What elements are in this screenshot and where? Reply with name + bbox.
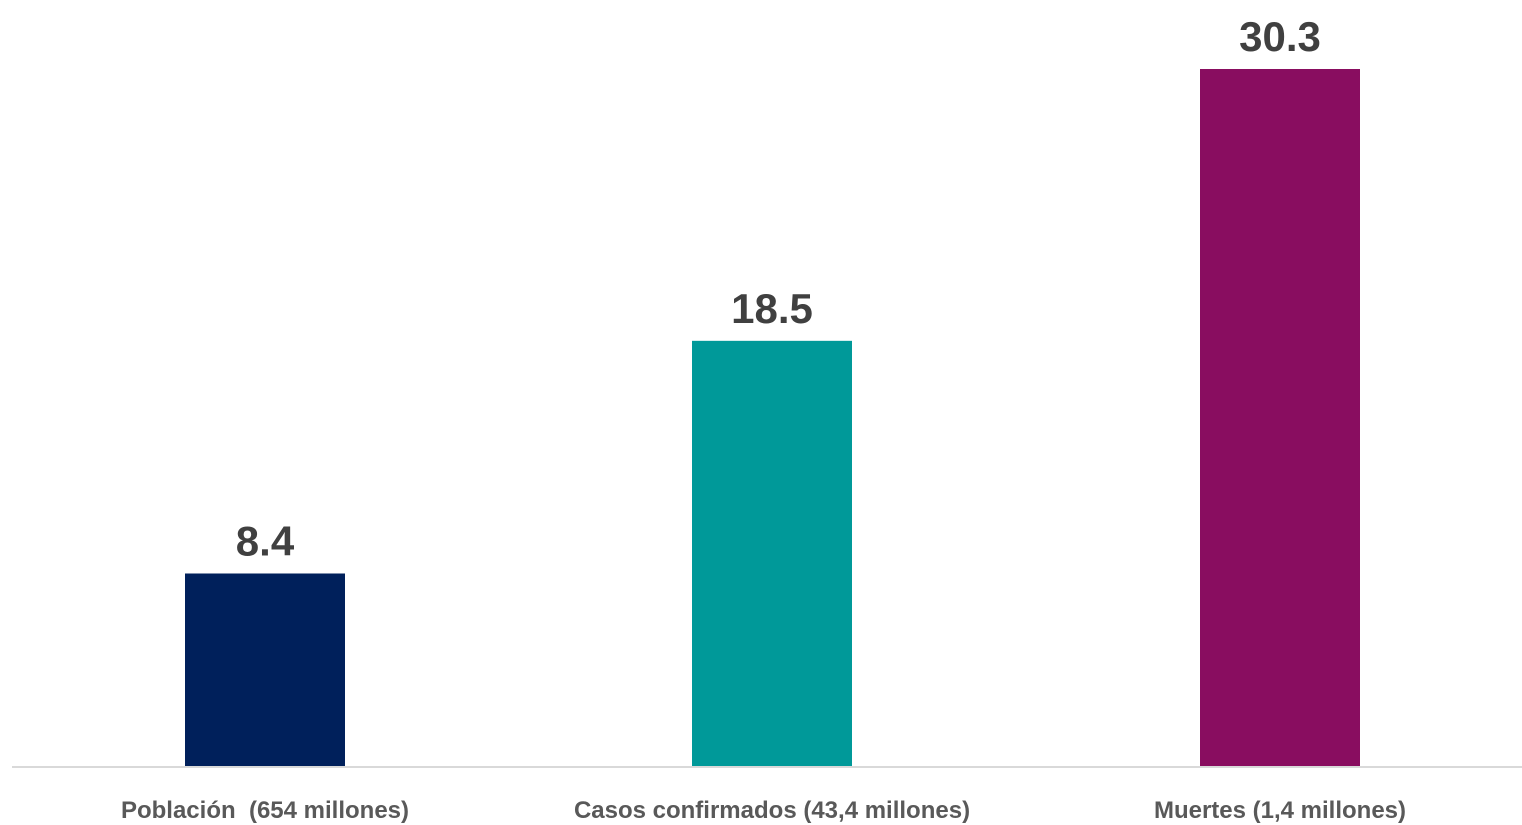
bar-3 bbox=[1200, 69, 1360, 767]
data-label-2: 18.5 bbox=[731, 285, 813, 332]
labels-layer: 8.4 Población (654 millones) 18.5 Casos con… bbox=[121, 13, 1406, 824]
category-label-2: Casos confirmados (43,4 millones) bbox=[574, 797, 970, 824]
data-label-1: 8.4 bbox=[236, 517, 295, 564]
bars-layer bbox=[185, 69, 1360, 767]
bar-2 bbox=[692, 340, 852, 767]
category-label-1: Población (654 millones) bbox=[121, 797, 409, 824]
category-label-3: Muertes (1,4 millones) bbox=[1154, 797, 1406, 824]
data-label-3: 30.3 bbox=[1239, 13, 1321, 60]
bar-1 bbox=[185, 573, 345, 767]
